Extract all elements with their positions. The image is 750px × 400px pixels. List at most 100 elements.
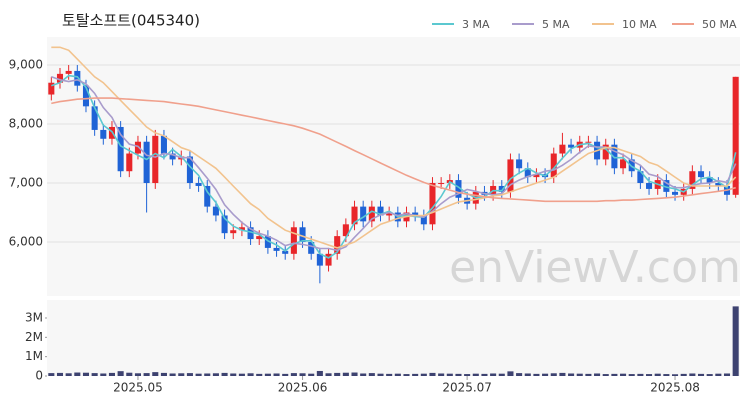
candle-body [65, 70, 72, 74]
volume-bar [732, 306, 739, 376]
chart-title: 토탈소프트(045340) [62, 12, 200, 30]
candle-body [550, 153, 557, 178]
candle-body [221, 215, 228, 234]
volume-bar [65, 373, 72, 376]
ma-line [51, 46, 737, 249]
volume-bar [680, 373, 687, 376]
volume-bar [576, 373, 583, 376]
candle-body [282, 250, 289, 254]
candle-body [160, 135, 167, 154]
volume-bar [689, 373, 696, 376]
volume-bar [117, 371, 124, 376]
volume-bar [481, 373, 488, 376]
volume-bar [195, 373, 202, 376]
candle-body [360, 206, 367, 222]
candle-body [386, 212, 393, 216]
volume-bar [377, 373, 384, 376]
candle-body [316, 253, 323, 266]
candle-body [671, 191, 679, 195]
candle-body [689, 171, 696, 189]
watermark: enViewV.com [449, 242, 741, 293]
volume-bar [394, 373, 401, 376]
volume-bar [351, 372, 358, 376]
candle-body [438, 183, 445, 185]
volume-bar [671, 374, 679, 376]
volume-bar [611, 373, 618, 376]
candle-body [455, 180, 462, 198]
volume-bar [143, 373, 150, 376]
x-tick-label: 2025.07 [442, 381, 492, 395]
candle-body [100, 129, 107, 139]
volume-bar [282, 373, 289, 376]
y-tick-label: 7,000 [9, 176, 43, 190]
volume-bar [429, 372, 436, 376]
volume-bar [368, 373, 375, 376]
candle-body [247, 227, 254, 240]
volume-bar [420, 373, 427, 376]
volume-bar [256, 373, 263, 376]
volume-bar [204, 373, 211, 376]
candle-body [152, 135, 159, 184]
volume-bar [264, 373, 271, 376]
candle-body [117, 126, 124, 172]
candle-body [602, 144, 609, 160]
volume-bar [455, 373, 462, 376]
volume-tick-label: 1M [25, 349, 43, 363]
volume-tick-label: 3M [25, 310, 43, 324]
volume-bar [108, 372, 116, 376]
volume-bar [316, 370, 323, 376]
candle-body [637, 171, 644, 184]
candle-body [559, 144, 566, 154]
legend-label: 50 MA [702, 18, 737, 31]
candle-body [82, 85, 90, 107]
volume-bar [602, 374, 609, 376]
volume-bar [472, 373, 479, 376]
legend-label: 5 MA [542, 18, 570, 31]
legend-label: 3 MA [462, 18, 490, 31]
candle-body [646, 183, 653, 189]
candle-body [264, 236, 271, 248]
candle-body [56, 73, 64, 83]
volume-tick-label: 0 [35, 369, 43, 383]
volume-bar [126, 372, 133, 376]
volume-bar [152, 372, 159, 376]
candle-body [516, 159, 523, 169]
candle-body [342, 224, 349, 237]
candle-body [663, 180, 670, 192]
volume-bar [360, 373, 367, 376]
volume-bar [533, 373, 540, 376]
volume-bar [56, 372, 64, 376]
candle-body [230, 230, 237, 234]
candle-body [351, 206, 358, 225]
candle-body [195, 183, 202, 186]
volume-bar [542, 373, 549, 376]
volume-bar [212, 373, 219, 376]
volume-bar [247, 373, 254, 376]
candle-body [186, 156, 193, 184]
volume-bar [550, 373, 557, 376]
candle-body [706, 177, 713, 184]
candle-body [533, 174, 540, 178]
candle-body [256, 236, 263, 240]
candle-body [377, 206, 384, 216]
candle-body [420, 215, 427, 225]
volume-bar [568, 373, 575, 376]
volume-bar [585, 373, 592, 376]
volume-bar [464, 374, 471, 376]
volume-bar [386, 373, 393, 376]
volume-bar [48, 373, 55, 376]
y-tick-label: 8,000 [9, 117, 43, 131]
x-tick-label: 2025.05 [113, 381, 163, 395]
candle-body [611, 144, 618, 169]
x-tick-label: 2025.06 [278, 381, 328, 395]
volume-panel [47, 300, 740, 376]
volume-bar [654, 373, 661, 376]
volume-bar [273, 373, 280, 376]
candle-body [524, 168, 531, 178]
candle-body [585, 141, 592, 143]
volume-bar [594, 373, 601, 376]
volume-bar [74, 372, 81, 376]
volume-bar [490, 373, 497, 376]
legend-label: 10 MA [622, 18, 657, 31]
